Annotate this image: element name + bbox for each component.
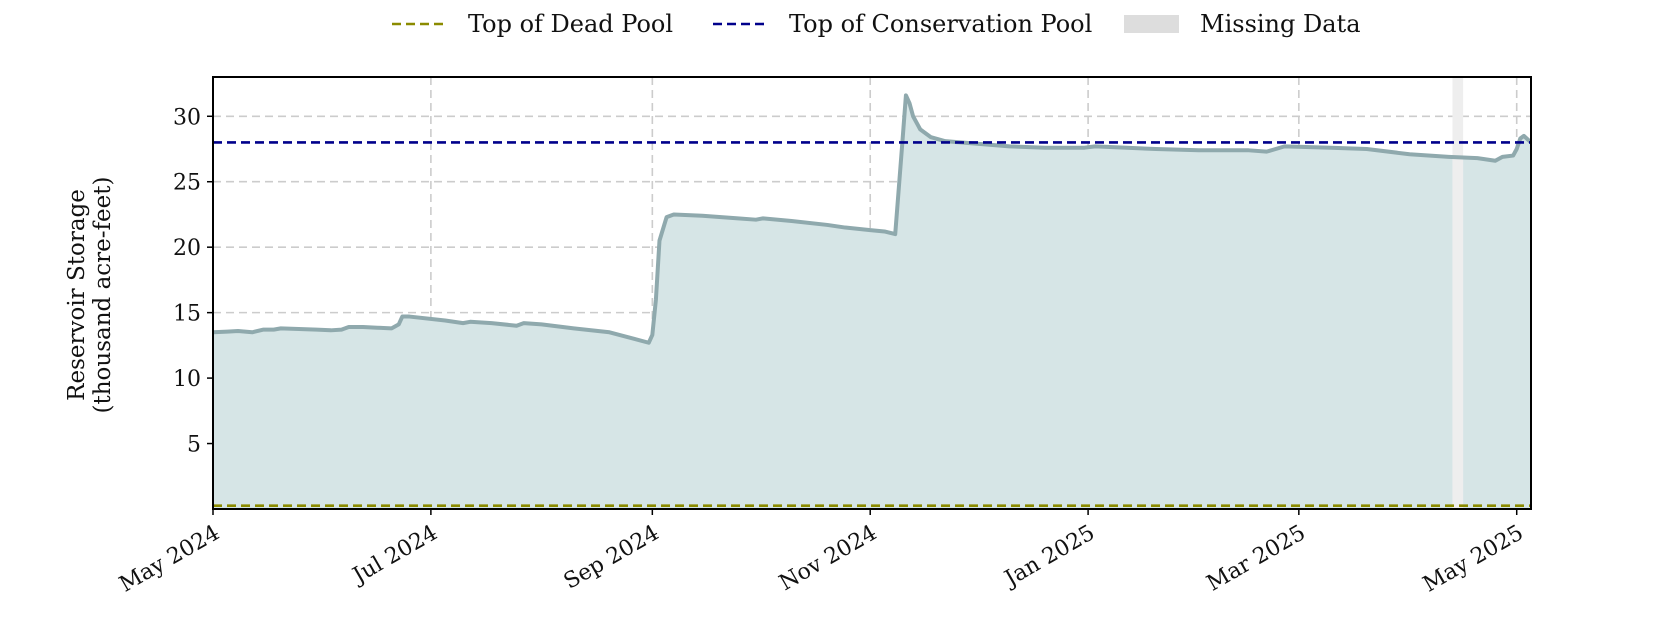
y-tick-label: 25 [173,171,201,196]
y-tick-label: 30 [173,105,201,130]
x-tick-label: Sep 2024 [560,520,664,594]
y-tick-label: 20 [173,236,201,261]
x-tick-label: Jan 2025 [999,520,1099,592]
y-axis-label: Reservoir Storage(thousand acre-feet) [64,177,116,414]
x-tick-label: Nov 2024 [775,520,881,596]
x-tick-label: Jul 2024 [347,520,442,589]
legend-item: Top of Conservation Pool [713,10,1092,38]
y-tick-label: 15 [173,302,201,327]
series-area-fill [213,95,1531,509]
legend-item: Missing Data [1124,10,1361,38]
y-tick-label: 10 [173,367,201,392]
y-tick-label: 5 [187,433,201,458]
plot-area [212,77,1531,509]
y-axis-label-line: (thousand acre-feet) [90,177,116,414]
missing-data-band [1452,77,1464,509]
legend-label: Top of Dead Pool [468,10,673,38]
legend-item: Top of Dead Pool [392,10,673,38]
y-axis-label-line: Reservoir Storage [64,189,90,401]
legend-label: Missing Data [1200,10,1361,38]
legend: Top of Dead Pool Top of Conservation Pool… [392,10,1361,38]
plot-content [213,77,1531,509]
x-tick-label: Mar 2025 [1203,520,1310,596]
legend-swatch-missing-data [1124,15,1179,33]
plot-frame [212,76,1532,510]
legend-label: Top of Conservation Pool [789,10,1092,38]
x-tick-label: May 2025 [1419,520,1528,597]
x-tick-label: May 2024 [115,520,224,597]
